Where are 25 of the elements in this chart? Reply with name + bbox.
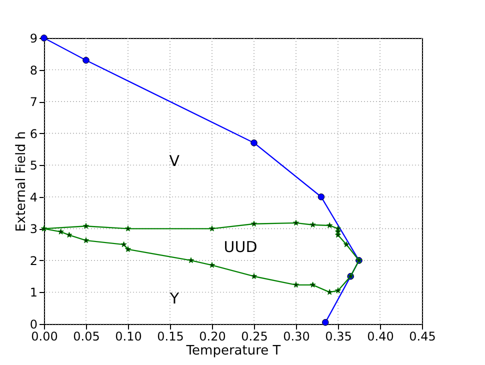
x-tick-label: 0.30 [283,330,310,344]
x-tick-label: 0.40 [367,330,394,344]
y-axis-title: External Field h [14,131,29,232]
x-tick-label: 0.10 [115,330,142,344]
x-tick-label: 0.00 [31,330,58,344]
y-tick-label: 2 [30,254,38,268]
y-tick-label: 7 [30,95,38,110]
y-tick-label: 9 [30,32,38,46]
x-tick-label: 0.15 [157,330,184,344]
y-tick-label: 8 [30,63,38,78]
annotation: Y [168,289,180,308]
x-tick-label: 0.20 [199,330,226,344]
y-tick-label: 0 [30,318,38,332]
x-tick-label: 0.45 [409,330,436,344]
annotation: UUD [224,238,258,256]
x-tick-label: 0.05 [73,330,100,344]
y-tick-label: 3 [30,222,38,236]
y-tick-label: 6 [30,126,38,141]
x-tick-label: 0.35 [325,330,352,344]
x-tick-label: 0.25 [241,330,268,344]
y-tick-label: 5 [30,158,38,173]
x-axis-title: Temperature T [185,344,281,358]
y-tick-label: 4 [30,190,38,204]
y-tick-label: 1 [30,286,38,300]
annotation: V [169,152,180,170]
